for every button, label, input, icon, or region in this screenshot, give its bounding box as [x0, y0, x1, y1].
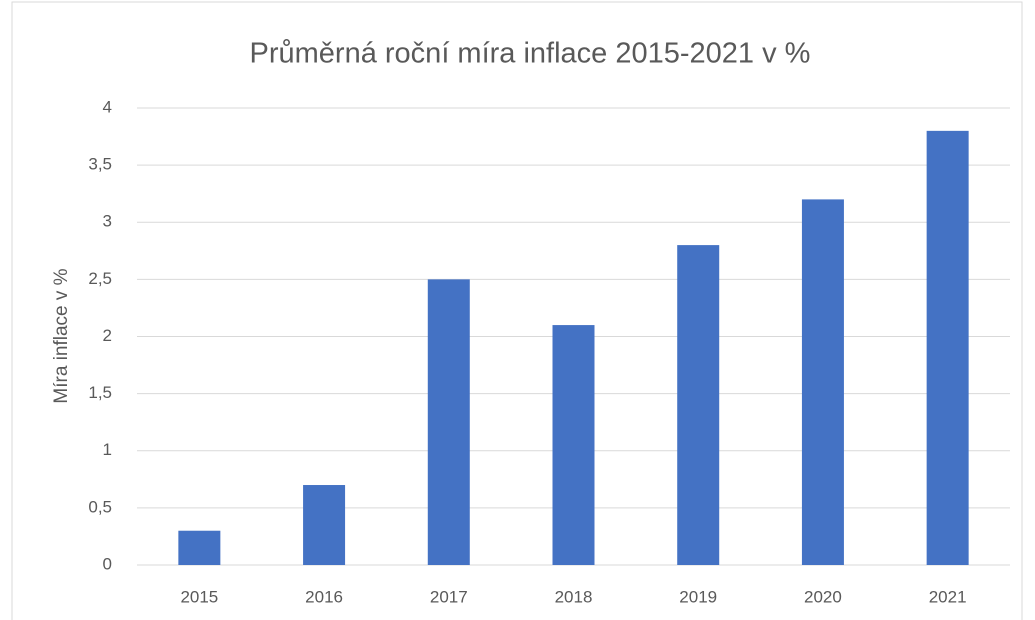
- bar: [677, 245, 720, 565]
- x-tick-label: 2015: [180, 587, 218, 606]
- x-tick-label: 2021: [929, 587, 967, 606]
- bar: [427, 279, 470, 565]
- y-tick-label: 2: [103, 326, 112, 345]
- y-tick-label: 3,5: [88, 155, 112, 174]
- x-tick-label: 2020: [804, 587, 842, 606]
- x-tick-label: 2019: [679, 587, 717, 606]
- y-tick-label: 4: [103, 97, 112, 116]
- bar: [303, 485, 346, 565]
- x-tick-label: 2017: [430, 587, 468, 606]
- y-axis-label: Míra inflace v %: [51, 268, 72, 403]
- y-tick-label: 0,5: [88, 497, 112, 516]
- x-tick-label: 2016: [305, 587, 343, 606]
- chart-border: [11, 1, 1023, 620]
- bar: [926, 130, 969, 565]
- bar: [552, 325, 595, 565]
- x-tick-label: 2018: [555, 587, 593, 606]
- y-tick-label: 2,5: [88, 269, 112, 288]
- y-tick-label: 3: [103, 212, 112, 231]
- bar: [801, 199, 844, 565]
- bar: [178, 530, 221, 565]
- y-tick-label: 1,5: [88, 383, 112, 402]
- chart-title: Průměrná roční míra inflace 2015-2021 v …: [250, 38, 811, 70]
- y-tick-label: 0: [103, 554, 112, 573]
- y-tick-label: 1: [103, 440, 112, 459]
